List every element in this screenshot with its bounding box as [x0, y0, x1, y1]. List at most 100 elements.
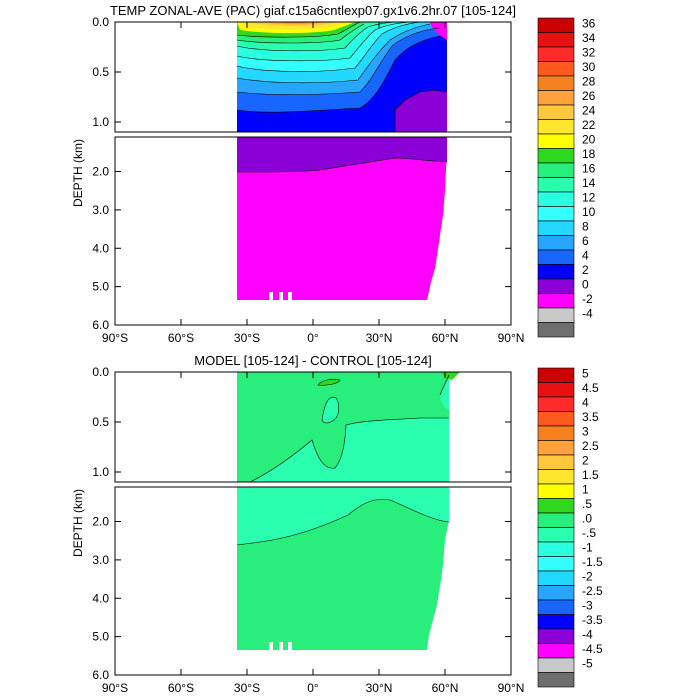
colorbar-label: -3 [582, 599, 593, 613]
colorbar-label: .0 [582, 512, 592, 526]
x-tick-label: 60°S [168, 331, 194, 345]
colorbar-swatch [537, 278, 575, 294]
colorbar-swatch [537, 657, 575, 673]
panel2-title: MODEL [105-124] - CONTROL [105-124] [194, 353, 431, 368]
y-tick-label: 2.0 [92, 515, 109, 529]
bathymetry-gap [288, 642, 292, 650]
x-tick-label: 60°N [432, 331, 459, 345]
colorbar-label: 32 [582, 46, 596, 60]
colorbar-label: 3.5 [582, 410, 599, 424]
panel1-upper-field [236, 22, 448, 132]
colorbar-label: 8 [582, 220, 589, 234]
colorbar-swatch [537, 148, 575, 164]
y-tick-label: 0.0 [92, 365, 109, 379]
colorbar-swatch [537, 322, 575, 338]
colorbar-label: 16 [582, 162, 596, 176]
colorbar-swatch [537, 382, 575, 398]
colorbar-swatch [537, 599, 575, 615]
colorbar-swatch [537, 104, 575, 120]
colorbar-label: -3.5 [582, 613, 603, 627]
colorbar-swatch [537, 17, 575, 33]
y-tick-label: 6.0 [92, 668, 109, 682]
panel2-ylabel: DEPTH (km) [71, 489, 85, 557]
panel-temperature: TEMP ZONAL-AVE (PAC) giaf.c15a6cntlexp07… [71, 3, 596, 345]
bathymetry-gap [269, 292, 273, 300]
y-tick-label: 0.5 [92, 65, 109, 79]
contour-band-minus05-0-deep [237, 487, 449, 545]
y-tick-label: 6.0 [92, 318, 109, 332]
colorbar-label: 12 [582, 191, 596, 205]
colorbar-label: 3 [582, 425, 589, 439]
colorbar-swatch [537, 440, 575, 456]
y-tick-label: 5.0 [92, 630, 109, 644]
colorbar-swatch [537, 469, 575, 485]
colorbar-swatch [537, 133, 575, 149]
colorbar-label: 2 [582, 263, 589, 277]
x-tick-label: 30°N [366, 331, 393, 345]
contour-band-05-1 [318, 379, 340, 386]
x-tick-label: 90°S [102, 331, 128, 345]
colorbar-swatch [537, 570, 575, 586]
bathymetry-gap [288, 292, 292, 300]
colorbar-label: 5 [582, 367, 589, 381]
panel-difference: MODEL [105-124] - CONTROL [105-124] [71, 353, 603, 695]
panel2-upper-contours [249, 374, 450, 482]
colorbar-swatch [537, 411, 575, 427]
x-tick-label: 30°N [366, 681, 393, 695]
y-tick-label: 5.0 [92, 280, 109, 294]
colorbar-label: 2.5 [582, 439, 599, 453]
colorbar-label: 6 [582, 234, 589, 248]
panel1-lower-field [236, 137, 448, 300]
colorbar-swatch [537, 628, 575, 644]
y-tick-label: 0.0 [92, 15, 109, 29]
colorbar-swatch [537, 396, 575, 412]
x-tick-label: 90°N [498, 681, 525, 695]
colorbar-label: 14 [582, 176, 596, 190]
colorbar-label: .5 [582, 497, 592, 511]
colorbar-swatch [537, 483, 575, 499]
panel1-x-ticks: 90°S 60°S 30°S 0° 30°N 60°N 90°N [102, 22, 524, 345]
colorbar-label: -1 [582, 541, 593, 555]
colorbar-swatch [537, 367, 575, 383]
colorbar-swatch [537, 541, 575, 557]
colorbar-swatch [537, 162, 575, 178]
colorbar-label: -4.5 [582, 642, 603, 656]
colorbar-swatch [537, 46, 575, 62]
colorbar-swatch [537, 614, 575, 630]
colorbar-label: 34 [582, 31, 596, 45]
colorbar-label: 28 [582, 75, 596, 89]
panel2-x-ticks: 90°S 60°S 30°S 0° 30°N 60°N 90°N [102, 372, 524, 695]
panel1-ylabel: DEPTH (km) [71, 139, 85, 207]
colorbar-swatch [537, 307, 575, 323]
colorbar-swatch [537, 672, 575, 688]
y-tick-label: 3.0 [92, 203, 109, 217]
colorbar-swatch [537, 556, 575, 572]
panel1-upper-contours [236, 22, 448, 132]
colorbar-label: 4.5 [582, 381, 599, 395]
bathymetry-gap [269, 642, 273, 650]
colorbar-swatch [537, 191, 575, 207]
bathymetry-gap [279, 292, 283, 300]
colorbar-swatch [537, 527, 575, 543]
panel2-upper-field [237, 372, 460, 482]
panel2-colorbar: 54.543.532.521.51.5.0-.5-1-1.5-2-2.5-3-3… [537, 367, 603, 688]
contour-band-north-surface [430, 22, 447, 40]
colorbar-label: -4 [582, 307, 593, 321]
colorbar-swatch [537, 206, 575, 222]
colorbar-label: 2 [582, 454, 589, 468]
colorbar-label: -.5 [582, 526, 596, 540]
colorbar-swatch [537, 75, 575, 91]
contour-band-minus05-0-north [440, 375, 449, 410]
colorbar-swatch [537, 61, 575, 77]
colorbar-swatch [537, 454, 575, 470]
colorbar-label: -4 [582, 628, 593, 642]
colorbar-swatch [537, 585, 575, 601]
panel1-title: TEMP ZONAL-AVE (PAC) giaf.c15a6cntlexp07… [110, 3, 516, 18]
y-tick-label: 4.0 [92, 591, 109, 605]
colorbar-label: 24 [582, 104, 596, 118]
x-tick-label: 30°S [234, 681, 260, 695]
y-tick-label: 3.0 [92, 553, 109, 567]
colorbar-label: 22 [582, 118, 596, 132]
